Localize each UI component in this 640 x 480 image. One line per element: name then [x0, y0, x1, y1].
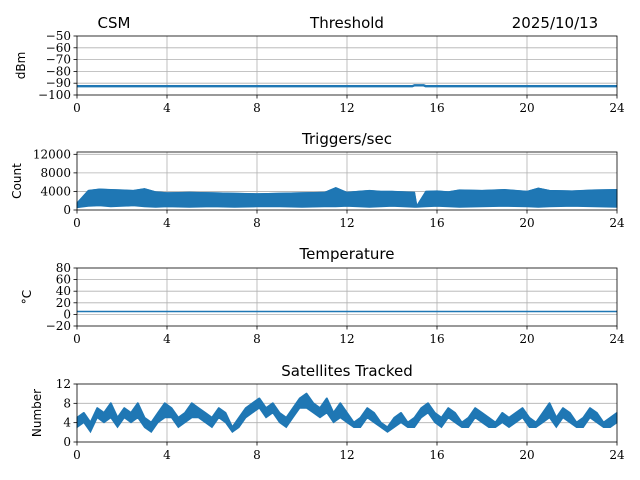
satellites-xtick-label-1: 4 [163, 448, 171, 462]
triggers-xtick-label-6: 24 [609, 216, 625, 230]
threshold-ytick-label-5: −100 [38, 88, 71, 102]
temperature-ytick-label-0: −20 [46, 319, 71, 333]
satellites-xtick-label-0: 0 [73, 448, 81, 462]
triggers-ytick-label-3: 12000 [33, 147, 71, 161]
triggers-xtick-label-2: 8 [253, 216, 261, 230]
threshold-chart: Threshold dBm 0 4 8 12 16 20 24 −50−60−70−80−90… [14, 14, 625, 115]
temperature-ytick-label-1: 0 [63, 307, 71, 321]
triggers-ytick-label-1: 4000 [40, 184, 71, 198]
threshold-series-line [77, 84, 617, 88]
temperature-xtick-label-0: 0 [73, 332, 81, 346]
triggers-chart: Triggers/sec Count 0 4 8 12 16 20 24 0 4000 8000 1… [10, 130, 625, 230]
temperature-xtick-label-6: 24 [609, 332, 625, 346]
satellites-xtick-label-4: 16 [429, 448, 444, 462]
satellites-ytick-label-1: 4 [63, 416, 71, 430]
satellites-xtick-label-6: 24 [609, 448, 625, 462]
triggers-ytick-label-2: 8000 [40, 166, 71, 180]
threshold-ytick-label-2: −70 [46, 53, 71, 67]
temperature-xtick-label-4: 16 [429, 332, 444, 346]
temperature-ytick-label-4: 60 [56, 273, 71, 287]
header-left-label: CSM [98, 14, 131, 32]
threshold-xtick-label-6: 24 [609, 101, 625, 115]
threshold-title: Threshold [309, 14, 384, 32]
triggers-xtick-label-0: 0 [73, 216, 81, 230]
triggers-xtick-label-4: 16 [429, 216, 444, 230]
satellites-xtick-label-2: 8 [253, 448, 261, 462]
satellites-ytick-label-0: 0 [63, 435, 71, 449]
triggers-xtick-label-5: 20 [519, 216, 534, 230]
temperature-ytick-label-2: 20 [56, 296, 71, 310]
threshold-xtick-label-5: 20 [519, 101, 534, 115]
satellites-ytick-label-2: 8 [63, 396, 71, 410]
temperature-xtick-label-2: 8 [253, 332, 261, 346]
triggers-series-line [76, 187, 618, 207]
satellites-chart: Satellites Tracked Number 0 4 8 12 16 20 24 0 4 8… [30, 362, 625, 462]
threshold-xtick-label-1: 4 [163, 101, 171, 115]
satellites-title: Satellites Tracked [281, 362, 412, 380]
satellites-series-line [76, 392, 618, 429]
threshold-ytick-label-3: −80 [46, 64, 71, 78]
threshold-ytick-label-1: −60 [46, 41, 71, 55]
triggers-title: Triggers/sec [301, 130, 392, 148]
satellites-xtick-label-3: 12 [339, 448, 354, 462]
temperature-xtick-label-3: 12 [339, 332, 354, 346]
temperature-ylabel: °C [20, 290, 34, 304]
threshold-xtick-label-4: 16 [429, 101, 444, 115]
threshold-xtick-label-3: 12 [339, 101, 354, 115]
temperature-ytick-label-3: 40 [56, 284, 71, 298]
temperature-xtick-label-5: 20 [519, 332, 534, 346]
triggers-ylabel: Count [10, 163, 24, 199]
threshold-xtick-label-2: 8 [253, 101, 261, 115]
satellites-ytick-label-3: 12 [56, 377, 71, 391]
threshold-ytick-label-4: −90 [46, 76, 71, 90]
satellites-ylabel: Number [30, 389, 44, 437]
satellites-xtick-label-5: 20 [519, 448, 534, 462]
temperature-xtick-label-1: 4 [163, 332, 171, 346]
temperature-title: Temperature [298, 245, 394, 263]
header-date-label: 2025/10/13 [512, 14, 598, 32]
triggers-xtick-label-3: 12 [339, 216, 354, 230]
temperature-ytick-label-5: 80 [56, 261, 71, 275]
triggers-xtick-label-1: 4 [163, 216, 171, 230]
threshold-xtick-label-0: 0 [73, 101, 81, 115]
triggers-ytick-label-0: 0 [63, 203, 71, 217]
threshold-ytick-label-0: −50 [46, 29, 71, 43]
threshold-ylabel: dBm [14, 52, 28, 80]
